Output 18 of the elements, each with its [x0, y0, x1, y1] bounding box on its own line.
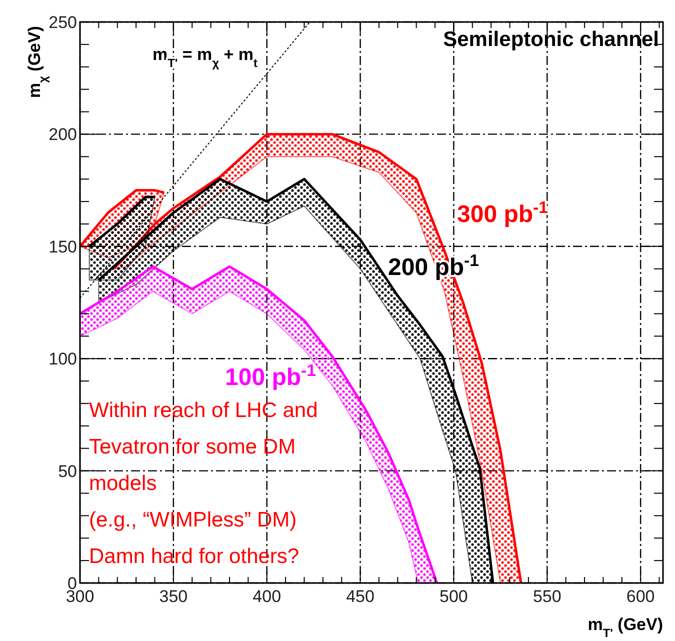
y-tick-label: 100 [48, 350, 77, 369]
chart-title: Semileptonic channel [443, 28, 659, 51]
x-tick-label: 600 [626, 587, 655, 606]
x-tick-label: 400 [252, 587, 282, 606]
y-tick-label: 150 [48, 237, 77, 256]
series-label: 100 pb$^{-1}$ [225, 360, 316, 391]
y-tick-label: 250 [48, 13, 77, 32]
x-tick-label: 500 [440, 587, 468, 606]
x-tick-label: 350 [159, 587, 188, 606]
annotation: m$_{T'}$ = m$_{χ}$ + m$_{t}$ [152, 45, 258, 70]
y-tick-label: 200 [48, 125, 77, 144]
x-axis-title: m$_{T'}$ (GeV) [588, 615, 663, 640]
x-tick-label: 450 [346, 587, 374, 606]
annotation: Within reach of LHC and Tevatron for some DM models (e.g., “WIMPless” DM) Damn hard for others? [89, 399, 318, 568]
x-tick-label: 550 [532, 587, 562, 606]
series-label: 300 pb$^{-1}$ [457, 198, 548, 228]
line-series [80, 189, 166, 248]
y-tick-label: 50 [58, 462, 77, 481]
